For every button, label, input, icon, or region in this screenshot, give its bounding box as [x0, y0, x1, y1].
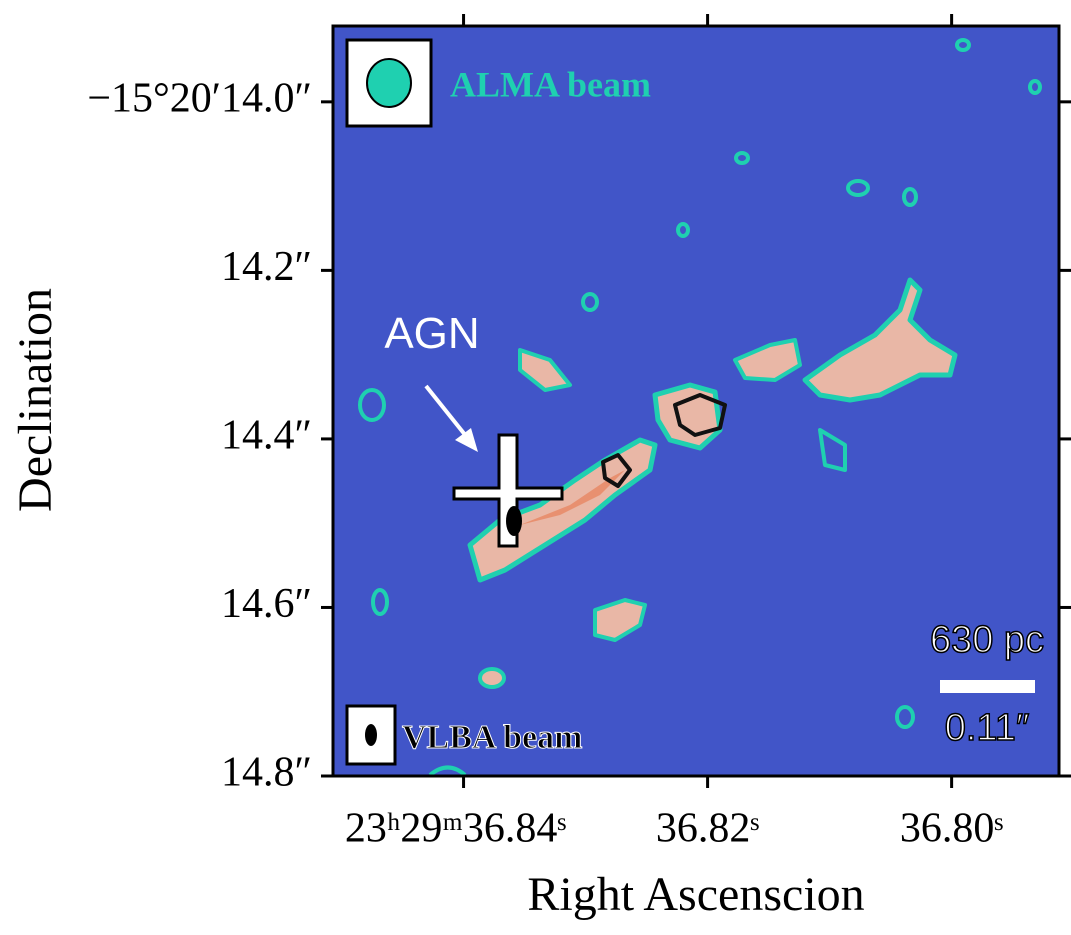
alma-beam-label: ALMA beam — [450, 64, 651, 104]
y-tick-label: −15°20′14.0″ — [87, 75, 312, 121]
scale-bar-label: 630 pc — [930, 619, 1044, 661]
vlba-beam — [365, 724, 377, 746]
y-tick-label: 14.6″ — [221, 581, 312, 627]
x-axis-label: Right Ascenscion — [527, 868, 864, 921]
alma-beam — [367, 59, 411, 107]
figure: AGN ALMA beam VLBA beam 630 pc 0.11″ Rig… — [0, 0, 1071, 935]
scale-bar — [940, 680, 1035, 693]
x-tick-label: 36.82ˢ — [656, 806, 760, 852]
agn-label: AGN — [384, 309, 479, 358]
y-axis-label: Declination — [9, 288, 62, 512]
scale-bar-angle: 0.11″ — [945, 707, 1030, 749]
x-tick-label: 23ʰ29ᵐ36.84ˢ — [345, 806, 567, 852]
y-tick-label: 14.2″ — [221, 244, 312, 290]
y-tick-label: 14.8″ — [221, 750, 312, 796]
x-tick-label: 36.80ˢ — [900, 806, 1004, 852]
vlba-beam-label: VLBA beam — [402, 719, 582, 756]
y-tick-label: 14.4″ — [221, 413, 312, 459]
